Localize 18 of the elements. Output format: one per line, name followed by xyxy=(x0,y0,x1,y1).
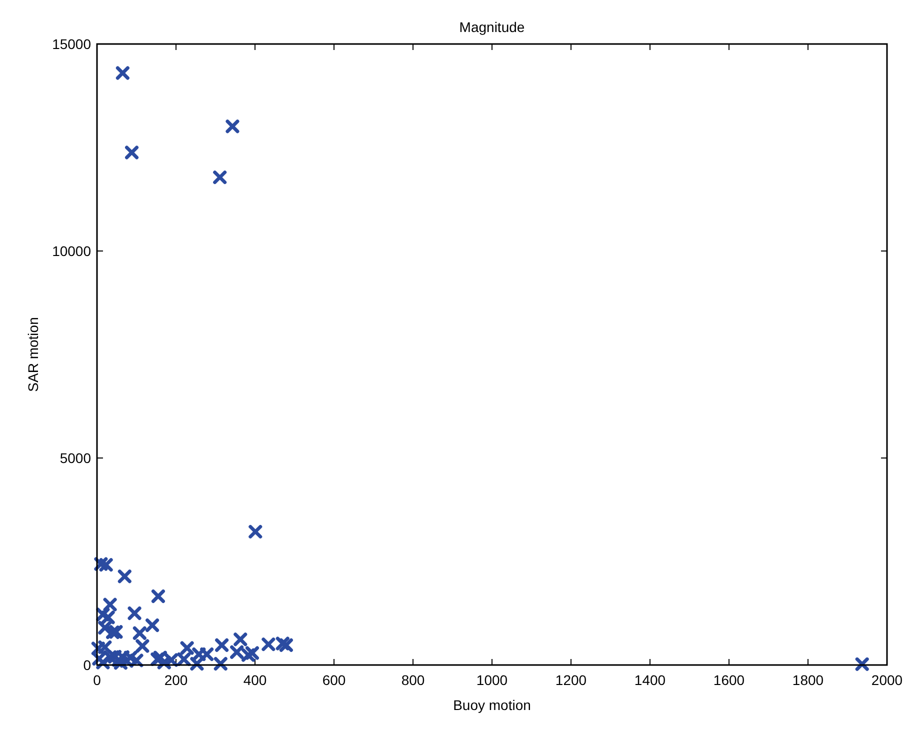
x-tick-label: 200 xyxy=(164,672,188,688)
x-tick-label: 1400 xyxy=(634,672,666,688)
x-tick-label: 0 xyxy=(93,672,102,688)
y-tick-label: 15000 xyxy=(52,36,92,52)
x-axis-title: Buoy motion xyxy=(453,697,531,713)
x-tick-label: 1000 xyxy=(476,672,508,688)
y-axis-title: SAR motion xyxy=(25,317,41,392)
x-tick-label: 1600 xyxy=(713,672,745,688)
x-tick-label: 600 xyxy=(322,672,346,688)
x-tick-label: 2000 xyxy=(871,672,903,688)
y-tick-label: 5000 xyxy=(60,450,92,466)
chart-title: Magnitude xyxy=(459,19,525,35)
x-tick-label: 1800 xyxy=(792,672,824,688)
x-tick-label: 800 xyxy=(401,672,425,688)
x-tick-label: 400 xyxy=(243,672,267,688)
y-tick-label: 10000 xyxy=(52,243,92,259)
x-tick-label: 1200 xyxy=(555,672,587,688)
y-tick-label: 0 xyxy=(83,657,92,673)
